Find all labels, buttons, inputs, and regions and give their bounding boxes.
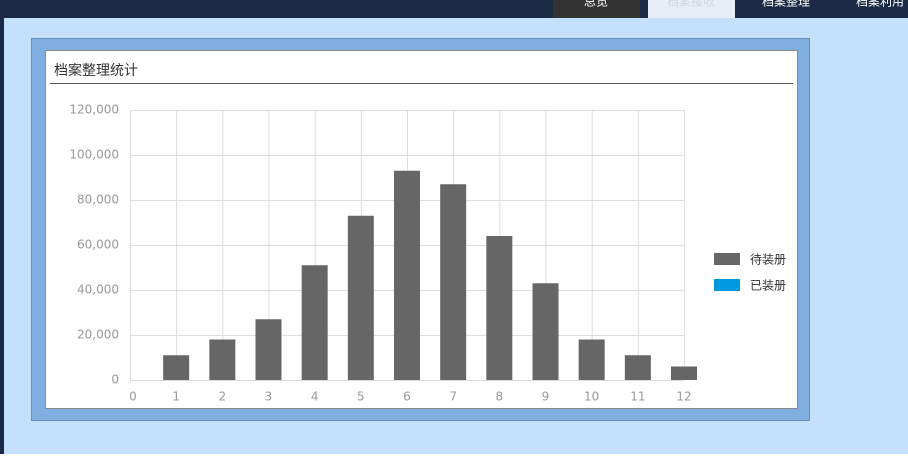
y-tick-label: 0 [111,373,119,387]
legend-swatch [714,253,740,265]
x-tick-label: 12 [676,390,691,404]
x-tick-label: 4 [311,390,319,404]
tab-label[interactable]: 总览 [584,0,608,9]
x-tick-label: 2 [219,390,227,404]
bar [532,283,559,380]
x-tick-label: 1 [172,390,180,404]
x-tick-label: 0 [129,390,137,404]
legend-label: 已装册 [750,279,786,293]
x-tick-label: 10 [584,390,599,404]
y-tick-label: 40,000 [77,283,119,297]
x-tick-label: 11 [630,390,645,404]
x-tick-label: 9 [542,390,550,404]
tab[interactable] [648,0,735,18]
legend-swatch [714,279,740,291]
x-tick-label: 6 [403,390,411,404]
y-tick-label: 80,000 [77,193,119,207]
bar [486,236,513,380]
x-tick-label: 5 [357,390,365,404]
tab[interactable] [553,0,640,18]
bar [394,170,420,380]
bar [440,184,467,380]
bar [255,319,282,380]
y-tick-label: 60,000 [77,238,119,252]
bar [301,265,328,380]
x-tick-label: 8 [496,390,504,404]
chart-title: 档案整理统计 [54,62,138,79]
y-tick-label: 120,000 [69,103,119,117]
y-tick-label: 100,000 [69,148,119,162]
tab-label[interactable]: 档案整理 [762,0,810,9]
x-tick-label: 3 [265,390,273,404]
left-edge [0,0,4,454]
tab-label[interactable]: 档案利用 [856,0,904,9]
y-tick-label: 20,000 [77,328,119,342]
bar [671,366,697,380]
bar [624,355,651,380]
bar [163,355,190,380]
legend-label: 待装册 [750,253,786,267]
tab-label[interactable]: 档案接收 [667,0,715,9]
bar [347,215,374,380]
bar [578,339,605,380]
x-tick-label: 7 [449,390,457,404]
bar [209,339,236,380]
